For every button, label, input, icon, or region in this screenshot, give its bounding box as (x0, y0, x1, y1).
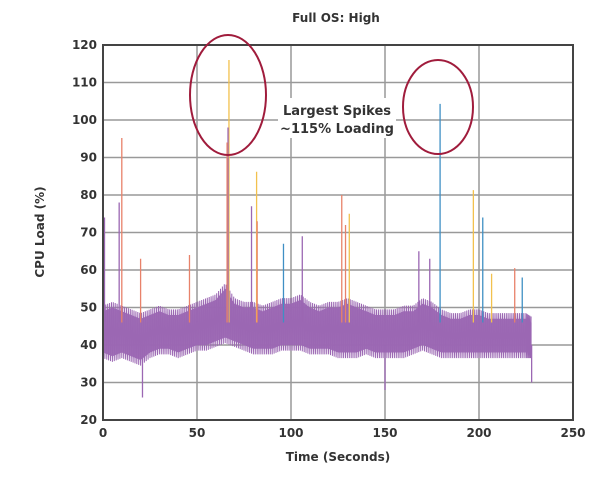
annotation-ellipse-left (189, 34, 267, 156)
series-band (102, 284, 532, 366)
y-tick-label: 90 (80, 151, 97, 165)
tick-labels: 20 30 40 50 60 70 80 90 100 110 120 0 50 100 150 200 250 (72, 38, 586, 440)
annotation-line1: Largest Spikes (283, 104, 391, 119)
y-tick-label: 70 (80, 226, 97, 240)
x-tick-label: 250 (560, 426, 585, 440)
x-tick-label: 200 (466, 426, 491, 440)
y-tick-label: 60 (80, 263, 97, 277)
y-tick-label: 110 (72, 76, 97, 90)
x-tick-label: 0 (99, 426, 107, 440)
x-tick-label: 100 (278, 426, 303, 440)
y-tick-label: 50 (80, 301, 97, 315)
plot-frame (102, 44, 574, 421)
y-tick-label: 80 (80, 188, 97, 202)
chart-title: Full OS: High (292, 11, 380, 25)
y-tick-label: 20 (80, 413, 97, 427)
y-tick-label: 120 (72, 38, 97, 52)
x-tick-label: 150 (372, 426, 397, 440)
x-tick-label: 50 (189, 426, 206, 440)
y-axis-label: CPU Load (%) (33, 186, 47, 277)
series-spikes (103, 60, 533, 398)
y-tick-label: 100 (72, 113, 97, 127)
annotation-ellipse-right (402, 59, 474, 155)
annotation-line2: ~115% Loading (280, 122, 394, 137)
purple-series-noise (102, 284, 532, 366)
annotation: Largest Spikes ~115% Loading (189, 34, 474, 156)
y-tick-label: 30 (80, 376, 97, 390)
x-axis-label: Time (Seconds) (286, 450, 391, 464)
annotation-box (278, 98, 396, 138)
y-tick-label: 40 (80, 338, 97, 352)
